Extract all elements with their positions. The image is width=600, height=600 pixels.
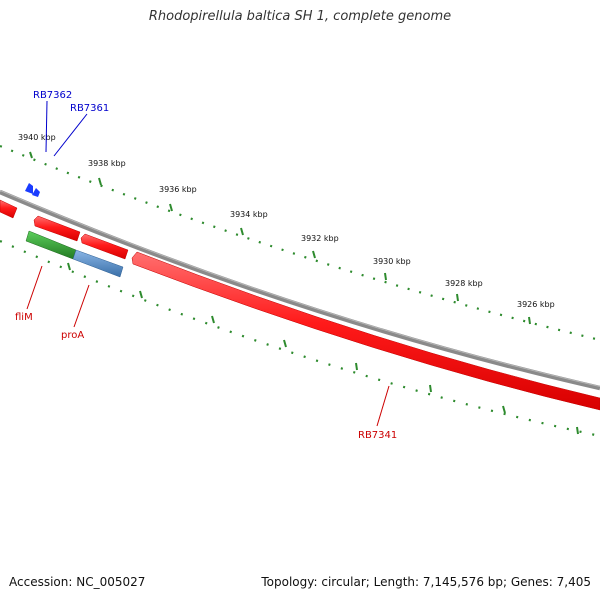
outer-major-ticks bbox=[29, 151, 531, 325]
leader-proa bbox=[73, 284, 90, 328]
label-proa: proA bbox=[61, 330, 84, 341]
kbp-label-3938: 3938 kbp bbox=[88, 159, 126, 168]
genome-backbone bbox=[0, 189, 600, 391]
accession-text: Accession: NC_005027 bbox=[9, 575, 146, 589]
label-rb7341: RB7341 bbox=[358, 430, 397, 441]
kbp-label-3934: 3934 kbp bbox=[230, 210, 268, 219]
gene-rb7361[interactable] bbox=[32, 188, 40, 197]
gene-rb7362[interactable] bbox=[25, 183, 33, 194]
kbp-label-3930: 3930 kbp bbox=[373, 257, 411, 266]
kbp-label-3928: 3928 kbp bbox=[445, 279, 483, 288]
leader-rb7362 bbox=[45, 100, 48, 153]
kbp-label-3936: 3936 kbp bbox=[159, 185, 197, 194]
inner-major-ticks bbox=[67, 262, 579, 435]
leader-rb7341 bbox=[376, 385, 390, 427]
leader-flim bbox=[26, 265, 43, 310]
label-rb7361: RB7361 bbox=[70, 103, 109, 114]
kbp-label-3932: 3932 kbp bbox=[301, 234, 339, 243]
gene-proa[interactable] bbox=[72, 249, 124, 278]
label-flim: fliM bbox=[15, 312, 33, 323]
gene-red-2[interactable] bbox=[80, 233, 129, 260]
map-title: Rhodopirellula baltica SH 1, complete ge… bbox=[148, 9, 452, 24]
kbp-label-3940: 3940 kbp bbox=[18, 133, 56, 142]
kbp-label-3926: 3926 kbp bbox=[517, 300, 555, 309]
label-rb7362: RB7362 bbox=[33, 90, 72, 101]
leader-rb7361 bbox=[53, 113, 88, 157]
gene-rb7341[interactable] bbox=[131, 251, 600, 411]
genome-backbone-highlight bbox=[0, 190, 600, 387]
genome-summary-text: Topology: circular; Length: 7,145,576 bp… bbox=[261, 575, 591, 589]
gene-red-left-edge[interactable] bbox=[0, 199, 18, 219]
inner-ruler-dots bbox=[0, 239, 600, 438]
gene-red-1[interactable] bbox=[33, 215, 81, 242]
